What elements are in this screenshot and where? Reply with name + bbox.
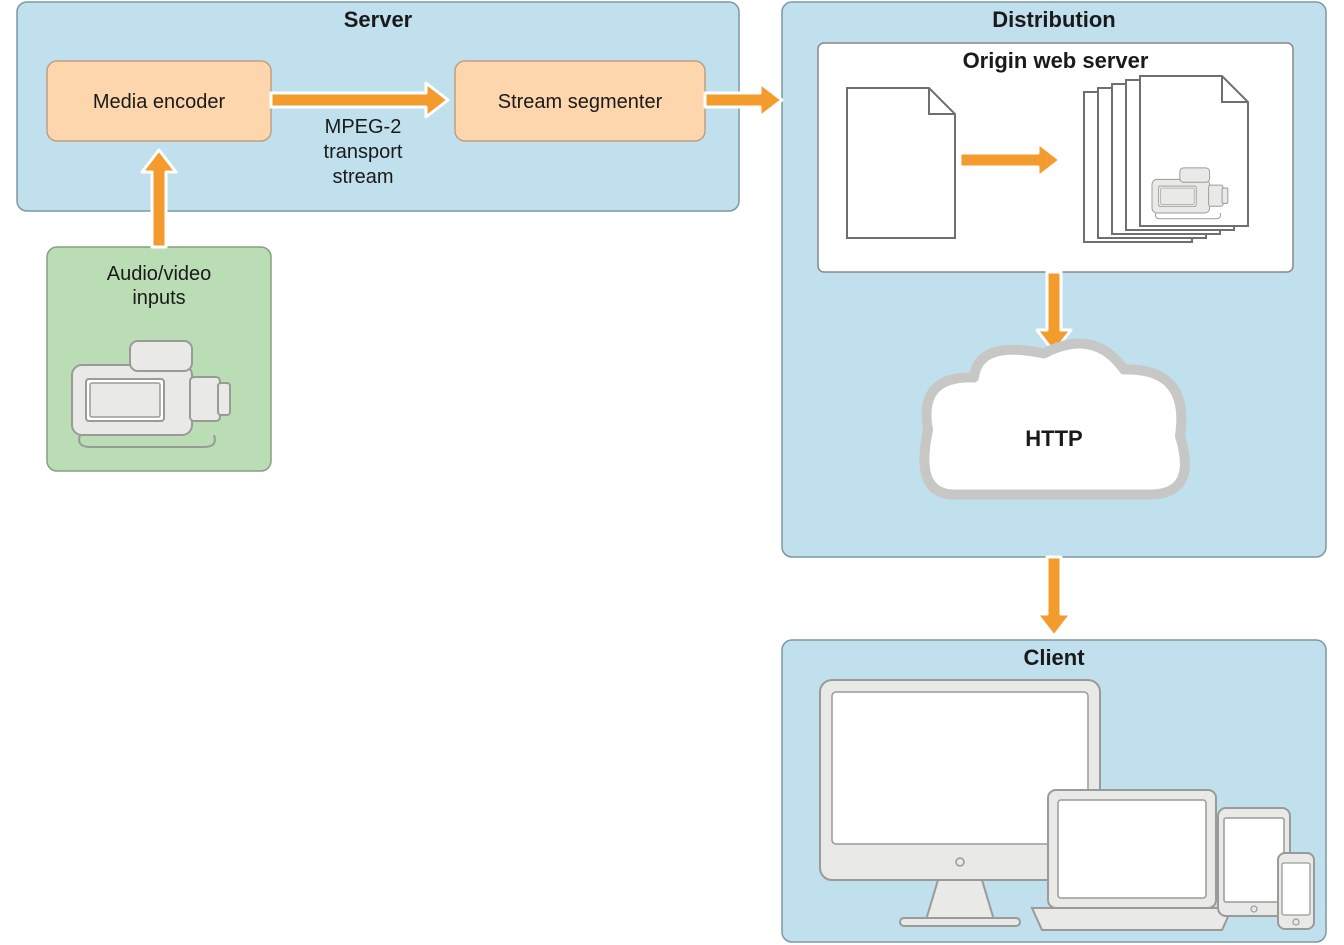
- distribution-title: Distribution: [992, 7, 1115, 32]
- arrow-dist-to-client: [1037, 557, 1071, 636]
- label-mpeg_l1: MPEG-2: [325, 116, 402, 138]
- label-mpeg_l2: transport: [324, 141, 403, 163]
- label-encoder: Media encoder: [93, 91, 226, 113]
- index-file-icon: [847, 88, 955, 238]
- label-inputs_l2: inputs: [132, 287, 185, 309]
- label-inputs_l1: Audio/video: [107, 263, 212, 285]
- laptop-icon: [1032, 790, 1232, 930]
- origin-title: Origin web server: [963, 48, 1149, 73]
- label-segmenter: Stream segmenter: [498, 91, 663, 113]
- server-title: Server: [344, 7, 413, 32]
- ts-file-stack-icon: [1084, 76, 1248, 242]
- label-mpeg_l3: stream: [332, 166, 393, 188]
- label-http-top: HTTP: [1025, 426, 1082, 451]
- phone-icon: [1278, 853, 1314, 929]
- client-title: Client: [1023, 645, 1085, 670]
